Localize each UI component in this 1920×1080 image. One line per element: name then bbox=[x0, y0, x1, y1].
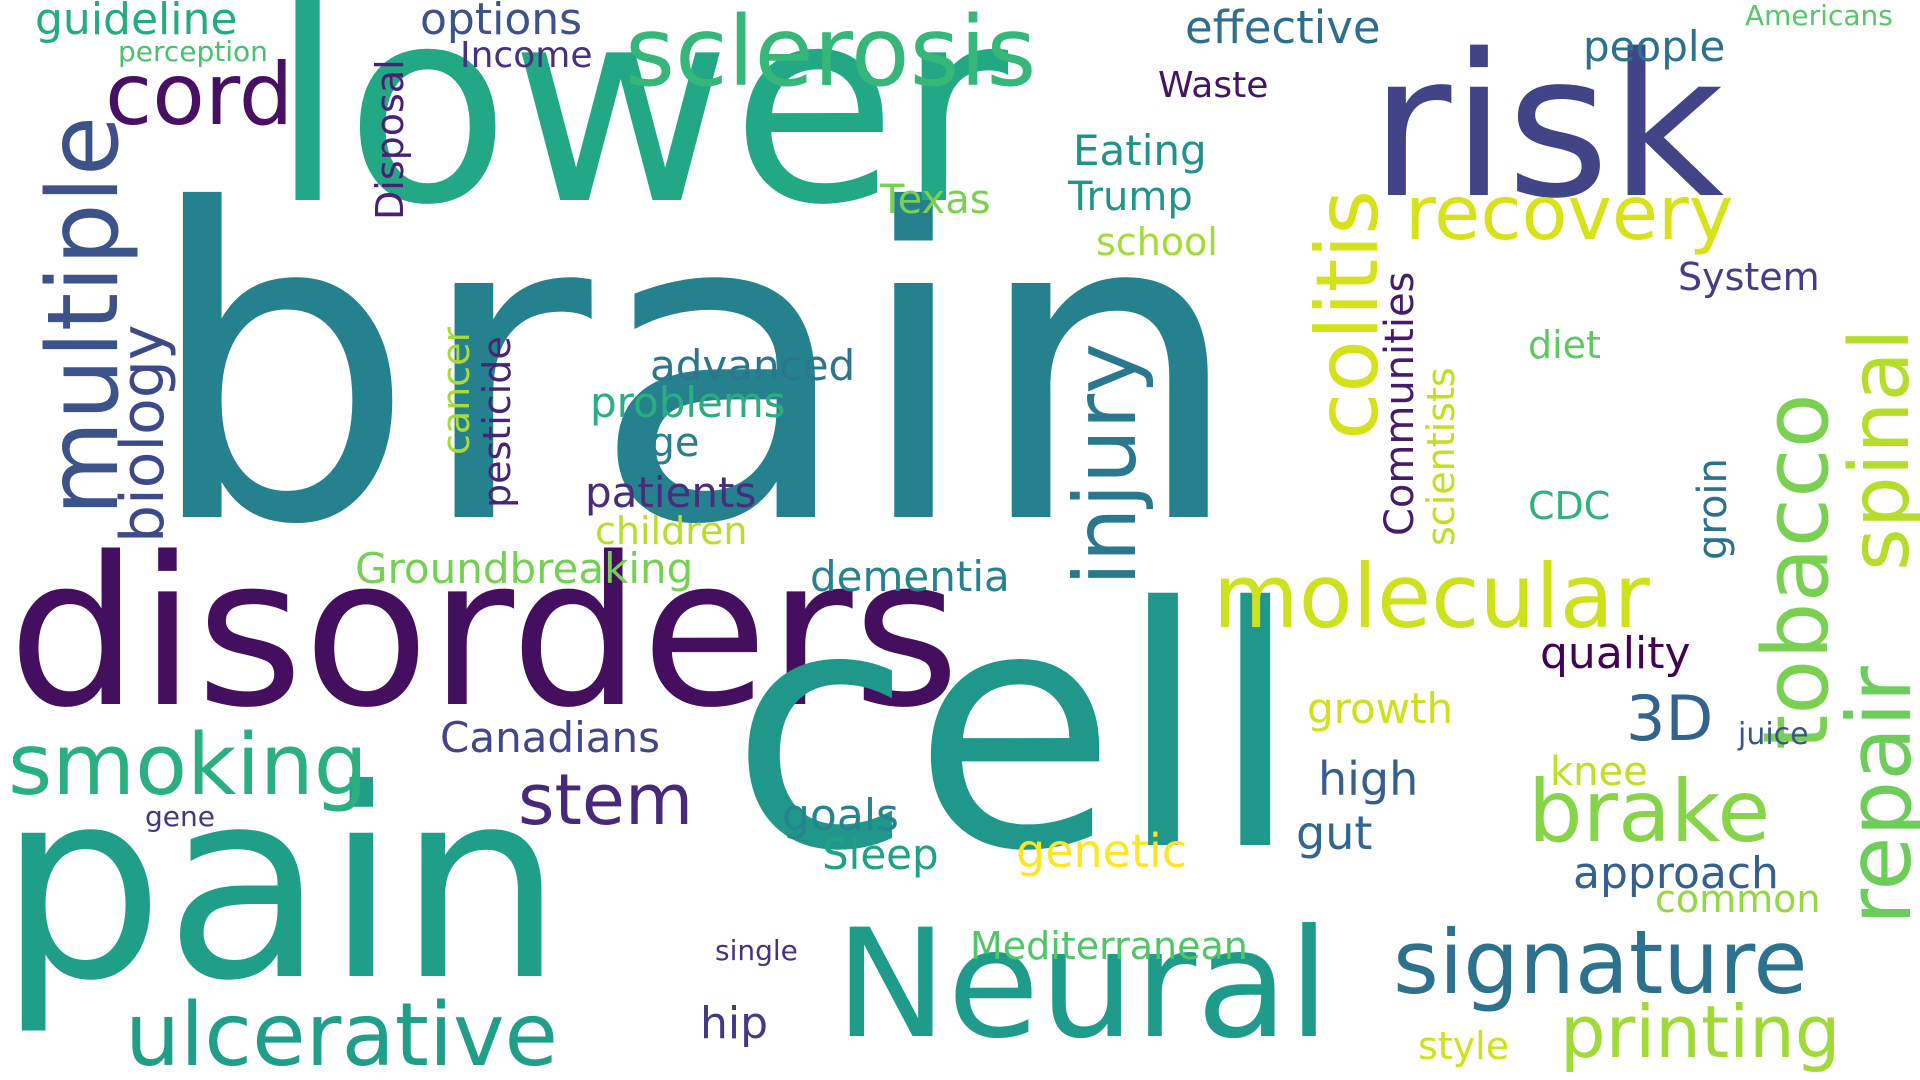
word-gut: gut bbox=[1296, 806, 1373, 860]
word-cell: cell bbox=[730, 538, 1302, 924]
word-system: System bbox=[1678, 255, 1820, 299]
word-genetic: genetic bbox=[1016, 824, 1188, 878]
word-sleep: Sleep bbox=[822, 830, 939, 879]
word-signature: signature bbox=[1393, 911, 1808, 1014]
word-school: school bbox=[1096, 220, 1218, 264]
word-recovery: recovery bbox=[1405, 169, 1734, 257]
word-biology: biology bbox=[108, 324, 178, 543]
word-dementia: dementia bbox=[810, 552, 1010, 601]
word-knee: knee bbox=[1550, 749, 1648, 795]
word-injury: injury bbox=[1056, 342, 1156, 586]
word-advanced: advanced bbox=[650, 341, 856, 390]
word-high: high bbox=[1318, 752, 1419, 806]
word-brain: brain bbox=[144, 120, 1245, 618]
word-canadians: Canadians bbox=[440, 713, 660, 762]
word-lower: lower bbox=[270, 0, 1009, 264]
word-ulcerative: ulcerative bbox=[125, 984, 559, 1080]
word-texas: Texas bbox=[880, 177, 991, 223]
word-gene: gene bbox=[145, 800, 215, 833]
word-risk: risk bbox=[1370, 11, 1725, 242]
word-mediterranean: Mediterranean bbox=[970, 924, 1248, 968]
word-groundbreaking: Groundbreaking bbox=[355, 544, 694, 593]
word-problems: problems bbox=[590, 378, 786, 427]
word-effective: effective bbox=[1185, 1, 1381, 54]
word-printing: printing bbox=[1560, 990, 1841, 1074]
word-communities: Communities bbox=[1377, 271, 1423, 536]
word-children: children bbox=[595, 509, 748, 553]
word-goals: goals bbox=[782, 790, 899, 841]
word-options: options bbox=[420, 0, 583, 45]
word-income: Income bbox=[460, 35, 593, 76]
word-stem: stem bbox=[518, 759, 694, 841]
word-eating: Eating bbox=[1073, 126, 1207, 175]
word-approach: approach bbox=[1573, 848, 1779, 899]
word-guideline: guideline bbox=[35, 0, 238, 45]
word-cancer: cancer bbox=[434, 326, 478, 455]
word-pesticide: pesticide bbox=[475, 336, 519, 508]
word-groin: groin bbox=[1690, 458, 1736, 560]
word-disorders: disorders bbox=[8, 513, 960, 753]
word-scientists: scientists bbox=[1419, 367, 1463, 546]
word-repair: repair bbox=[1828, 666, 1920, 925]
word-smoking: smoking bbox=[8, 716, 368, 815]
word-perception: perception bbox=[118, 35, 268, 68]
word-americans: Americans bbox=[1745, 0, 1893, 32]
word-people: people bbox=[1583, 22, 1726, 71]
word-sclerosis: sclerosis bbox=[625, 0, 1037, 108]
word-style: style bbox=[1418, 1024, 1510, 1068]
word-molecular: molecular bbox=[1213, 545, 1650, 648]
word-growth: growth bbox=[1307, 684, 1454, 733]
word-spinal: spinal bbox=[1833, 328, 1920, 571]
word-age: age bbox=[625, 420, 700, 466]
word-single: single bbox=[715, 934, 798, 967]
word-cord: cord bbox=[105, 45, 294, 145]
word-juice: juice bbox=[1738, 717, 1809, 752]
word-patients: patients bbox=[585, 468, 757, 517]
word-common: common bbox=[1655, 877, 1821, 921]
word-disposal: Disposal bbox=[368, 59, 412, 220]
word-cdc: CDC bbox=[1528, 484, 1611, 528]
word-quality: quality bbox=[1540, 628, 1691, 679]
word-hip: hip bbox=[700, 998, 769, 1049]
word-brake: brake bbox=[1528, 762, 1771, 862]
word-diet: diet bbox=[1528, 323, 1601, 367]
word-3d: 3D bbox=[1626, 682, 1714, 755]
word-trump: Trump bbox=[1068, 174, 1193, 220]
word-pain: pain bbox=[0, 733, 564, 1038]
word-waste: Waste bbox=[1158, 65, 1269, 106]
word-neural: Neural bbox=[835, 898, 1330, 1072]
